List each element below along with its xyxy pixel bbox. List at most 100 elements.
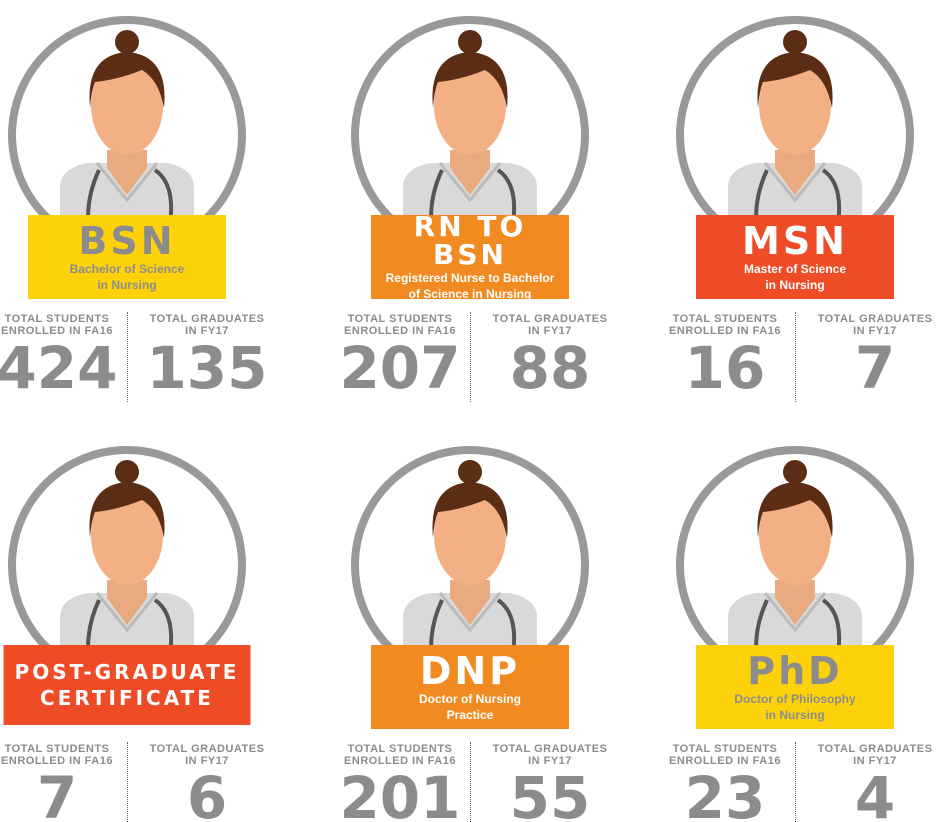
divider xyxy=(795,312,796,402)
program-subtitle: Registered Nurse to Bachelor xyxy=(385,271,555,285)
stat: TOTAL STUDENTS ENROLLED IN FA16 7 xyxy=(0,743,127,822)
divider xyxy=(470,742,471,822)
banner: RN TO BSN Registered Nurse to Bachelor of … xyxy=(371,210,569,301)
hair xyxy=(432,482,508,538)
stat-label: TOTAL GRADUATES xyxy=(149,313,265,325)
stat-value: 7 xyxy=(36,764,78,822)
program-subtitle: Doctor of Philosophy xyxy=(734,692,856,706)
program-subtitle: in Nursing xyxy=(765,708,825,722)
stat-label: ENROLLED IN FA16 xyxy=(669,325,781,337)
stat-label: IN FY17 xyxy=(853,755,897,767)
program-title: MSN xyxy=(742,219,848,263)
stat-label: TOTAL GRADUATES xyxy=(149,743,265,755)
program-subtitle: Master of Science xyxy=(743,262,847,276)
face xyxy=(759,55,831,155)
collar xyxy=(438,162,502,203)
stat-label: TOTAL GRADUATES xyxy=(492,743,608,755)
stat-value: 7 xyxy=(854,334,896,402)
program-card: RN TO BSN Registered Nurse to Bachelor of … xyxy=(320,0,620,402)
divider xyxy=(795,742,796,822)
stat: TOTAL GRADUATES IN FY17 135 xyxy=(137,313,277,399)
stat-value: 135 xyxy=(146,334,268,402)
stat: TOTAL GRADUATES IN FY17 4 xyxy=(805,743,940,822)
hair xyxy=(89,52,165,108)
banner: DNP Doctor of Nursing Practice xyxy=(371,645,569,729)
neck-skin xyxy=(775,580,815,625)
face xyxy=(91,55,163,155)
stat-label: IN FY17 xyxy=(185,755,229,767)
stat: TOTAL GRADUATES IN FY17 7 xyxy=(805,313,940,399)
collar xyxy=(438,592,502,633)
program-title: POST-GRADUATE xyxy=(14,660,240,684)
program-subtitle: Doctor of Nursing xyxy=(419,692,521,706)
stat-label: IN FY17 xyxy=(528,325,572,337)
banner: MSN Master of Science in Nursing xyxy=(696,215,894,299)
program-subtitle: of Science in Nursing xyxy=(408,287,532,301)
stat-label: TOTAL STUDENTS xyxy=(347,313,453,325)
divider xyxy=(127,312,128,402)
face xyxy=(434,55,506,155)
neck-skin xyxy=(450,580,490,625)
collar xyxy=(763,162,827,203)
stat-value: 201 xyxy=(339,764,461,822)
collar xyxy=(95,162,159,203)
stat-label: ENROLLED IN FA16 xyxy=(1,755,113,767)
program-subtitle: Bachelor of Science xyxy=(69,262,185,276)
stat: TOTAL STUDENTS ENROLLED IN FA16 207 xyxy=(330,313,470,399)
stat-value: 6 xyxy=(186,764,228,822)
program-subtitle: Practice xyxy=(446,708,494,722)
stat-label: TOTAL GRADUATES xyxy=(817,743,933,755)
program-card: PhD Doctor of Philosophy in Nursing TOTAL S… xyxy=(645,430,940,822)
face xyxy=(91,485,163,585)
program-title: PhD xyxy=(747,649,843,693)
neck-skin xyxy=(450,150,490,195)
stat-label: IN FY17 xyxy=(528,755,572,767)
stat-value: 88 xyxy=(509,334,591,402)
stat: TOTAL GRADUATES IN FY17 88 xyxy=(480,313,620,399)
stat-label: ENROLLED IN FA16 xyxy=(669,755,781,767)
hair-bun xyxy=(115,460,139,484)
stat-value: 4 xyxy=(854,764,896,822)
hair xyxy=(757,52,833,108)
hair xyxy=(757,482,833,538)
program-title: CERTIFICATE xyxy=(40,686,214,710)
program-title: DNP xyxy=(419,649,521,693)
stat-label: ENROLLED IN FA16 xyxy=(344,325,456,337)
divider xyxy=(127,742,128,822)
stat-label: TOTAL GRADUATES xyxy=(492,313,608,325)
stat-label: TOTAL GRADUATES xyxy=(817,313,933,325)
stat-label: ENROLLED IN FA16 xyxy=(1,325,113,337)
collar xyxy=(95,592,159,633)
hair-bun xyxy=(458,460,482,484)
divider xyxy=(470,312,471,402)
stat-value: 207 xyxy=(339,334,461,402)
stat-label: TOTAL STUDENTS xyxy=(672,743,778,755)
program-card: BSN Bachelor of Science in Nursing TOTAL ST… xyxy=(0,0,277,402)
hair-bun xyxy=(115,30,139,54)
program-subtitle: in Nursing xyxy=(97,278,157,292)
stat-value: 55 xyxy=(509,764,591,822)
program-title: RN TO BSN xyxy=(413,210,527,271)
face xyxy=(759,485,831,585)
stat-value: 16 xyxy=(684,334,766,402)
program-card: POST-GRADUATE CERTIFICATE TOTAL STUDENTS EN… xyxy=(0,430,277,822)
stat-label: ENROLLED IN FA16 xyxy=(344,755,456,767)
stat-value: 23 xyxy=(684,764,766,822)
stat: TOTAL STUDENTS ENROLLED IN FA16 424 xyxy=(0,313,127,399)
program-card: MSN Master of Science in Nursing TOTAL STUD… xyxy=(645,0,940,402)
stat: TOTAL STUDENTS ENROLLED IN FA16 201 xyxy=(330,743,470,822)
program-card: DNP Doctor of Nursing Practice TOTAL STUDEN… xyxy=(320,430,620,822)
stat-label: TOTAL STUDENTS xyxy=(672,313,778,325)
stat: TOTAL STUDENTS ENROLLED IN FA16 16 xyxy=(655,313,795,399)
stat-label: IN FY17 xyxy=(185,325,229,337)
banner: BSN Bachelor of Science in Nursing xyxy=(28,215,226,299)
stat-value: 424 xyxy=(0,334,118,402)
stat-label: TOTAL STUDENTS xyxy=(347,743,453,755)
hair xyxy=(432,52,508,108)
banner: POST-GRADUATE CERTIFICATE xyxy=(3,645,251,725)
hair-bun xyxy=(783,30,807,54)
stat: TOTAL GRADUATES IN FY17 55 xyxy=(480,743,620,822)
hair xyxy=(89,482,165,538)
neck-skin xyxy=(107,150,147,195)
